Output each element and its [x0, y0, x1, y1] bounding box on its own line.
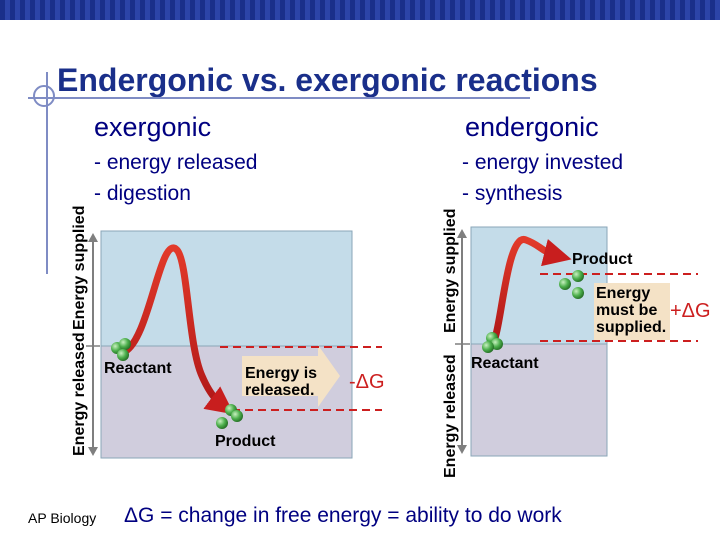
endergonic-bullet-2: - synthesis [462, 182, 563, 205]
endergonic-diagram: Energy supplied Energy released Energy m… [442, 209, 711, 478]
crosshair-ring-icon [33, 85, 55, 107]
endergonic-reactant-label: Reactant [471, 355, 539, 372]
footer-equation: ΔG = change in free energy = ability to … [124, 504, 562, 527]
slide-title: Endergonic vs. exergonic reactions [57, 62, 598, 98]
exergonic-callout-arrow [242, 345, 340, 407]
footer-source: AP Biology [28, 510, 97, 526]
exergonic-axis-lower-label: Energy released [71, 332, 88, 456]
endergonic-energy-curve [491, 236, 572, 342]
exergonic-reactant-label: Reactant [104, 360, 172, 377]
endergonic-callout-line3: supplied. [596, 319, 666, 336]
left-accent-line [46, 72, 48, 274]
endergonic-callout-box [594, 283, 670, 340]
endergonic-bullet-1: - energy invested [462, 151, 624, 174]
exergonic-callout-line2: released. [245, 382, 314, 399]
endergonic-axis-upper-label: Energy supplied [442, 209, 459, 333]
exergonic-bullet-2: - digestion [94, 182, 191, 205]
exergonic-callout-line1: Energy is [245, 365, 317, 382]
endergonic-callout-line1: Energy [596, 285, 650, 302]
exergonic-diagram: Energy supplied Energy released Energy i… [71, 206, 385, 459]
exergonic-axis-up-arrow-icon [88, 233, 98, 242]
exergonic-bullet-1: - energy released [94, 151, 258, 174]
title-underline [28, 97, 530, 99]
exergonic-product-label: Product [215, 433, 276, 450]
endergonic-lower-panel [470, 343, 608, 457]
endergonic-product-label: Product [572, 251, 633, 268]
endergonic-axis-up-arrow-icon [457, 229, 467, 238]
exergonic-axis-down-arrow-icon [88, 447, 98, 456]
top-banner [0, 0, 720, 20]
exergonic-heading: exergonic [94, 112, 212, 142]
endergonic-axis-lower-label: Energy released [442, 354, 459, 478]
endergonic-delta-g: +ΔG [670, 300, 711, 322]
exergonic-axis-upper-label: Energy supplied [71, 206, 88, 330]
endergonic-callout-line2: must be [596, 302, 657, 319]
endergonic-product-molecule [559, 278, 571, 290]
exergonic-energy-curve [120, 244, 235, 415]
endergonic-heading: endergonic [465, 112, 599, 142]
endergonic-axis-down-arrow-icon [457, 445, 467, 454]
exergonic-delta-g: -ΔG [349, 371, 385, 393]
